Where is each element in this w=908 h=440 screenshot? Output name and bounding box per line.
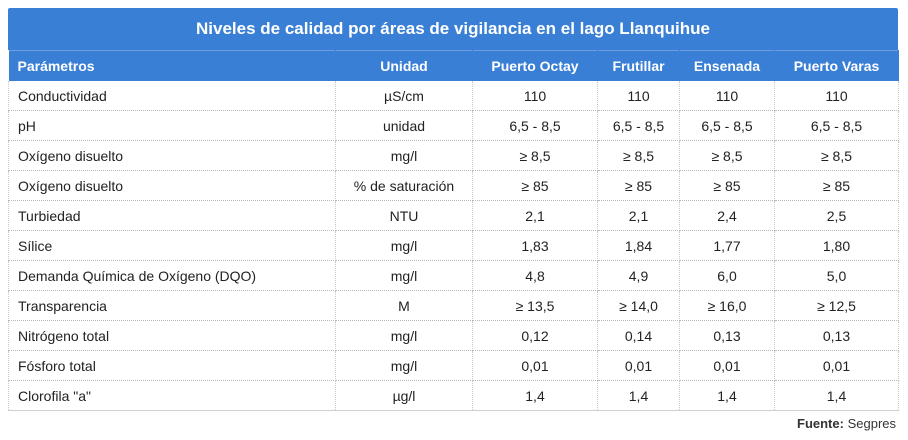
table-row: Clorofila "a" µg/l 1,4 1,4 1,4 1,4	[8, 380, 899, 411]
value-cell: ≥ 14,0	[597, 290, 680, 321]
value-cell: 4,9	[597, 260, 680, 291]
unit-cell: µS/cm	[335, 81, 473, 111]
column-header: Ensenada	[679, 50, 775, 81]
parameter-cell: Nitrógeno total	[8, 320, 336, 351]
table-title: Niveles de calidad por áreas de vigilanc…	[8, 8, 898, 50]
value-cell: 0,01	[472, 350, 598, 381]
parameter-cell: Transparencia	[8, 290, 336, 321]
value-cell: 1,4	[679, 380, 775, 411]
value-cell: 6,5 - 8,5	[597, 110, 680, 141]
value-cell: ≥ 12,5	[774, 290, 899, 321]
table-row: Demanda Química de Oxígeno (DQO) mg/l 4,8 4…	[8, 260, 899, 291]
value-cell: 1,84	[597, 230, 680, 261]
value-cell: ≥ 8,5	[774, 140, 899, 171]
quality-table: Parámetros Unidad Puerto Octay Frutillar…	[8, 50, 899, 411]
value-cell: 110	[472, 81, 598, 111]
column-header: Unidad	[335, 50, 473, 81]
value-cell: 0,14	[597, 320, 680, 351]
table-row: Fósforo total mg/l 0,01 0,01 0,01 0,01	[8, 350, 899, 381]
value-cell: 110	[774, 81, 899, 111]
unit-cell: µg/l	[335, 380, 473, 411]
source-note: Fuente: Segpres	[797, 416, 896, 431]
value-cell: 0,01	[774, 350, 899, 381]
value-cell: 1,77	[679, 230, 775, 261]
parameter-cell: Sílice	[8, 230, 336, 261]
column-header: Puerto Varas	[774, 50, 899, 81]
value-cell: 0,13	[774, 320, 899, 351]
value-cell: 1,4	[472, 380, 598, 411]
value-cell: 0,01	[597, 350, 680, 381]
table-row: Sílice mg/l 1,83 1,84 1,77 1,80	[8, 230, 899, 261]
parameter-cell: Oxígeno disuelto	[8, 140, 336, 171]
value-cell: 110	[597, 81, 680, 111]
value-cell: 1,80	[774, 230, 899, 261]
table-row: Oxígeno disuelto mg/l ≥ 8,5 ≥ 8,5 ≥ 8,5 ≥ 8,5	[8, 140, 899, 171]
column-header: Parámetros	[8, 50, 336, 81]
table-row: Conductividad µS/cm 110 110 110 110	[8, 81, 899, 111]
column-header: Frutillar	[597, 50, 680, 81]
value-cell: 2,1	[472, 200, 598, 231]
value-cell: 1,4	[597, 380, 680, 411]
value-cell: 0,13	[679, 320, 775, 351]
table-row: pH unidad 6,5 - 8,5 6,5 - 8,5 6,5 - 8,5 6,5 -…	[8, 110, 899, 141]
unit-cell: % de saturación	[335, 170, 473, 201]
value-cell: 2,5	[774, 200, 899, 231]
value-cell: ≥ 8,5	[597, 140, 680, 171]
table-row: Transparencia M ≥ 13,5 ≥ 14,0 ≥ 16,0 ≥ 12,5	[8, 290, 899, 321]
value-cell: ≥ 85	[774, 170, 899, 201]
table-row: Nitrógeno total mg/l 0,12 0,14 0,13 0,13	[8, 320, 899, 351]
value-cell: 0,01	[679, 350, 775, 381]
parameter-cell: Demanda Química de Oxígeno (DQO)	[8, 260, 336, 291]
unit-cell: M	[335, 290, 473, 321]
value-cell: ≥ 85	[472, 170, 598, 201]
value-cell: 0,12	[472, 320, 598, 351]
value-cell: ≥ 8,5	[472, 140, 598, 171]
value-cell: 1,4	[774, 380, 899, 411]
unit-cell: mg/l	[335, 320, 473, 351]
value-cell: 110	[679, 81, 775, 111]
unit-cell: mg/l	[335, 260, 473, 291]
value-cell: 6,5 - 8,5	[679, 110, 775, 141]
value-cell: 4,8	[472, 260, 598, 291]
unit-cell: mg/l	[335, 140, 473, 171]
value-cell: 2,1	[597, 200, 680, 231]
unit-cell: mg/l	[335, 230, 473, 261]
value-cell: 6,5 - 8,5	[472, 110, 598, 141]
column-header: Puerto Octay	[472, 50, 598, 81]
table-row: Turbiedad NTU 2,1 2,1 2,4 2,5	[8, 200, 899, 231]
value-cell: 1,83	[472, 230, 598, 261]
table-body: Conductividad µS/cm 110 110 110 110 pH unidad 6,…	[8, 81, 899, 411]
parameter-cell: Conductividad	[8, 81, 336, 111]
value-cell: ≥ 13,5	[472, 290, 598, 321]
value-cell: 6,0	[679, 260, 775, 291]
data-table-container: Niveles de calidad por áreas de vigilanc…	[8, 8, 899, 411]
value-cell: 6,5 - 8,5	[774, 110, 899, 141]
value-cell: ≥ 85	[679, 170, 775, 201]
table-row: Oxígeno disuelto% de saturación ≥ 85 ≥ 85 ≥…	[8, 170, 899, 201]
parameter-cell: Turbiedad	[8, 200, 336, 231]
source-value: Segpres	[847, 416, 896, 431]
parameter-cell: Clorofila "a"	[8, 380, 336, 411]
value-cell: ≥ 8,5	[679, 140, 775, 171]
value-cell: 5,0	[774, 260, 899, 291]
table-header-row: Parámetros Unidad Puerto Octay Frutillar…	[8, 50, 899, 81]
unit-cell: mg/l	[335, 350, 473, 381]
parameter-cell: pH	[8, 110, 336, 141]
parameter-cell: Oxígeno disuelto	[8, 170, 336, 201]
value-cell: ≥ 85	[597, 170, 680, 201]
unit-cell: unidad	[335, 110, 473, 141]
value-cell: 2,4	[679, 200, 775, 231]
unit-cell: NTU	[335, 200, 473, 231]
value-cell: ≥ 16,0	[679, 290, 775, 321]
parameter-cell: Fósforo total	[8, 350, 336, 381]
source-label: Fuente:	[797, 416, 844, 431]
